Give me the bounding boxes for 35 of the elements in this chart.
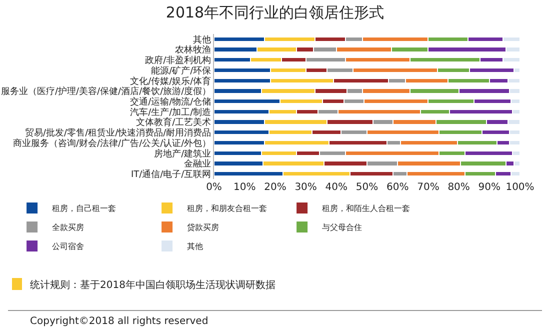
x-tick-label: 60%	[386, 182, 409, 193]
x-tick-label: 100%	[506, 182, 534, 193]
y-tick-label: 文体教育/工艺美术	[136, 117, 212, 128]
x-tick-label: 70%	[417, 182, 440, 193]
y-tick-label: 农林牧渔	[175, 44, 212, 56]
legend-label: 贷款买房	[187, 223, 220, 232]
legend-label: 与父母合住	[322, 223, 362, 232]
y-tick-label: 交通/运输/物流/仓储	[130, 96, 212, 108]
legend-label: 租房，自己租一套	[52, 204, 116, 214]
y-tick-label: 贸易/批发/零售/租赁业/快速消费品/耐用消费品	[25, 128, 212, 139]
y-tick-label: 房地产/建筑业	[154, 148, 212, 160]
legend-label: 公司宿舍	[52, 242, 84, 252]
text: 统计规则：基于2018年中国白领职场生活现状调研数据	[30, 278, 276, 292]
y-tick-label: 其他	[193, 34, 212, 46]
x-tick-label: 0%	[206, 182, 222, 193]
x-tick-label: 10%	[233, 182, 256, 193]
y-tick-label: 文化/传媒/娱乐/体育	[130, 76, 212, 87]
y-tick-label: 金融业	[184, 158, 212, 170]
legend-label: 全款买房	[52, 223, 84, 232]
x-tick-label: 40%	[325, 182, 348, 193]
legend-label: 租房，和陌生人合租一套	[322, 204, 410, 214]
text: Copyright©2018 all rights reserved	[30, 316, 208, 327]
x-tick-label: 90%	[478, 182, 501, 193]
y-tick-label: IT/通信/电子/互联网	[130, 168, 212, 180]
legend-label: 租房，和朋友合租一套	[187, 204, 268, 214]
chart-title: 2018年不同行业的白领居住形式	[166, 3, 384, 22]
y-tick-label: 能源/矿产/环保	[151, 65, 212, 76]
x-tick-label: 20%	[264, 182, 286, 193]
y-tick-label: 商业服务（咨询/财会/法律/广告/公关/认证/外包）	[12, 138, 212, 149]
y-tick-label: 汽车/生产/加工/制造	[130, 106, 212, 118]
y-tick-label: 服务业（医疗/护理/美容/保健/酒店/餐饮/旅游/度假）	[0, 86, 212, 98]
x-tick-label: 30%	[294, 182, 317, 193]
x-tick-label: 50%	[356, 182, 378, 193]
x-tick-label: 80%	[448, 182, 470, 193]
y-tick-label: 政府/非盈利机构	[145, 55, 212, 66]
